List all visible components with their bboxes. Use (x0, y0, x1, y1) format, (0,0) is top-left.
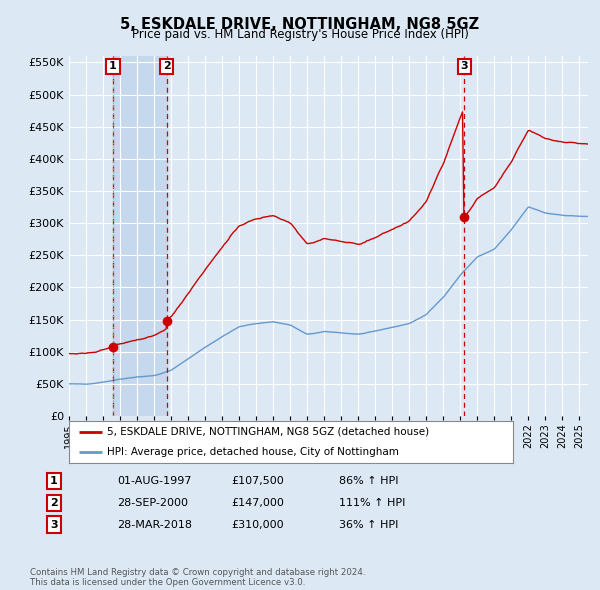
Text: 28-MAR-2018: 28-MAR-2018 (117, 520, 192, 529)
Text: 111% ↑ HPI: 111% ↑ HPI (339, 498, 406, 507)
Text: 2: 2 (163, 61, 170, 71)
Text: 5, ESKDALE DRIVE, NOTTINGHAM, NG8 5GZ (detached house): 5, ESKDALE DRIVE, NOTTINGHAM, NG8 5GZ (d… (107, 427, 429, 437)
Text: 2: 2 (50, 498, 58, 507)
Text: 1: 1 (50, 476, 58, 486)
Bar (113, 56, 167, 416)
Text: 3: 3 (461, 61, 468, 71)
Text: Contains HM Land Registry data © Crown copyright and database right 2024.
This d: Contains HM Land Registry data © Crown c… (30, 568, 365, 587)
Text: £107,500: £107,500 (231, 476, 284, 486)
Text: 86% ↑ HPI: 86% ↑ HPI (339, 476, 398, 486)
Text: Price paid vs. HM Land Registry's House Price Index (HPI): Price paid vs. HM Land Registry's House … (131, 28, 469, 41)
Text: 28-SEP-2000: 28-SEP-2000 (117, 498, 188, 507)
Text: 1: 1 (109, 61, 117, 71)
Text: 01-AUG-1997: 01-AUG-1997 (117, 476, 191, 486)
Text: £147,000: £147,000 (231, 498, 284, 507)
Text: £310,000: £310,000 (231, 520, 284, 529)
Text: 36% ↑ HPI: 36% ↑ HPI (339, 520, 398, 529)
Text: 3: 3 (50, 520, 58, 529)
Text: HPI: Average price, detached house, City of Nottingham: HPI: Average price, detached house, City… (107, 447, 398, 457)
Text: 5, ESKDALE DRIVE, NOTTINGHAM, NG8 5GZ: 5, ESKDALE DRIVE, NOTTINGHAM, NG8 5GZ (121, 17, 479, 31)
